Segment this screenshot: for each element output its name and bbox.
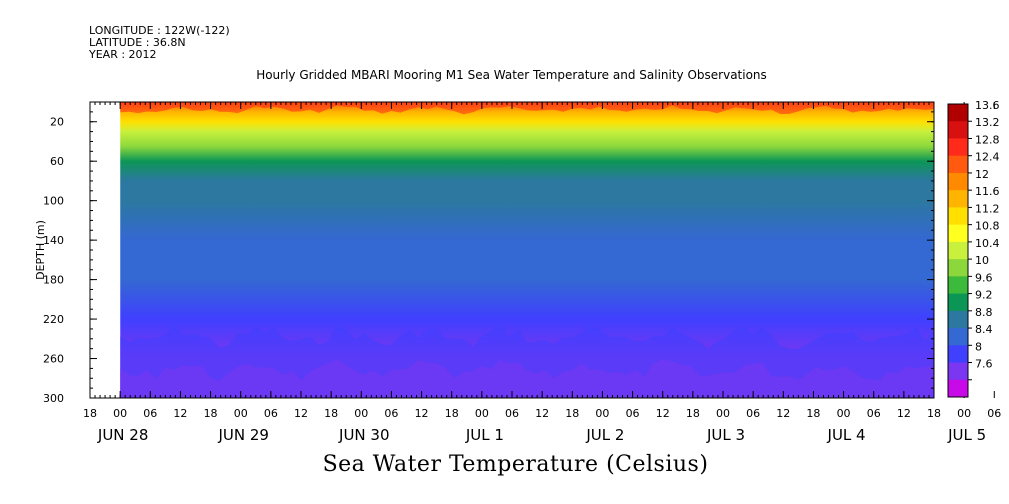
colorbar-label: 12.8 [975, 133, 1000, 146]
x-tick-label: 12 [656, 407, 670, 420]
x-tick-label: 00 [595, 407, 609, 420]
latitude-label: LATITUDE : 36.8N [89, 36, 186, 49]
x-tick-label: 06 [143, 407, 157, 420]
colorbar-label: 10.8 [975, 220, 1000, 233]
x-tick-label: 00 [113, 407, 127, 420]
y-axis-title: DEPTH (m) [34, 220, 47, 280]
colorbar-frame [947, 103, 969, 398]
x-tick-label: 06 [626, 407, 640, 420]
x-tick-label: 06 [746, 407, 760, 420]
x-day-label: JUN 29 [217, 426, 268, 444]
x-tick-label: 18 [806, 407, 820, 420]
colorbar-swatch [948, 345, 968, 364]
x-tick-label: 06 [987, 407, 1001, 420]
y-tick-label: 140 [43, 234, 64, 247]
x-day-label: JUN 28 [97, 426, 148, 444]
longitude-label: LONGITUDE : 122W(-122) [89, 24, 230, 37]
x-tick-label: 18 [927, 407, 941, 420]
colorbar-swatch [948, 172, 968, 191]
chart-title: Hourly Gridded MBARI Mooring M1 Sea Wate… [256, 68, 767, 82]
colorbar-label: 10.4 [975, 237, 1000, 250]
y-tick-label: 100 [43, 195, 64, 208]
x-tick-label: 12 [415, 407, 429, 420]
colorbar-swatch [948, 207, 968, 226]
colorbar-swatch [948, 224, 968, 243]
colorbar-swatch [948, 155, 968, 174]
colorbar-swatch [948, 328, 968, 346]
x-day-label: JUL 2 [585, 426, 624, 444]
colorbar-swatch [948, 379, 968, 398]
colorbar-label: 9.2 [975, 289, 993, 302]
colorbar-label: 10 [975, 254, 989, 267]
colorbar-label: 12 [975, 168, 989, 181]
x-tick-label: 00 [716, 407, 730, 420]
colorbar-swatch [948, 310, 968, 329]
y-tick-label: 60 [50, 155, 64, 168]
colorbar-label: 11.6 [975, 185, 1000, 198]
x-day-label: JUL 4 [827, 426, 866, 444]
contour-surface-red [120, 102, 934, 115]
colorbar-label: 8.8 [975, 306, 993, 319]
x-tick-label: 06 [867, 407, 881, 420]
colorbar-swatch [948, 293, 968, 312]
colorbar-label: 13.6 [975, 99, 1000, 112]
x-day-label: JUL 1 [465, 426, 504, 444]
x-tick-label: 18 [686, 407, 700, 420]
x-tick-label: 00 [354, 407, 368, 420]
x-tick-label: 18 [324, 407, 338, 420]
heatmap-field [120, 102, 934, 398]
x-tick-label: 00 [234, 407, 248, 420]
x-tick-label: 18 [204, 407, 218, 420]
x-tick-label: 06 [264, 407, 278, 420]
colorbar-swatch [948, 190, 968, 208]
x-tick-label: 12 [173, 407, 187, 420]
colorbar-label: 7.6 [975, 358, 993, 371]
x-day-label: JUL 3 [706, 426, 745, 444]
colorbar-label: 8.4 [975, 323, 993, 336]
x-tick-label: 12 [535, 407, 549, 420]
colorbar-label: 13.2 [975, 116, 1000, 129]
x-tick-label: 18 [445, 407, 459, 420]
y-tick-label: 180 [43, 274, 64, 287]
y-tick-label: 300 [43, 392, 64, 405]
x-tick-label: 18 [565, 407, 579, 420]
x-axis-title: Sea Water Temperature (Celsius) [322, 452, 709, 477]
colorbar-swatch [948, 259, 968, 277]
colorbar-swatch [948, 362, 968, 381]
temperature-heatmap: 20 60 100 140 180 220 260 300 DEPTH (m) 18 00 06 12 1… [34, 99, 1001, 444]
x-tick-label: 00 [837, 407, 851, 420]
x-day-label: JUL 5 [947, 426, 986, 444]
colorbar-swatch [948, 104, 968, 122]
y-tick-label: 220 [43, 313, 64, 326]
x-tick-label: 12 [294, 407, 308, 420]
x-tick-label: 06 [505, 407, 519, 420]
colorbar-swatch [948, 241, 968, 260]
colorbar-label: 8 [975, 340, 982, 353]
colorbar-label: 12.4 [975, 151, 1000, 164]
x-day-label: JUN 30 [338, 426, 389, 444]
y-tick-label: 260 [43, 353, 64, 366]
x-tick-label: 12 [897, 407, 911, 420]
colorbar-label: 9.6 [975, 271, 993, 284]
y-tick-label: 20 [50, 116, 64, 129]
x-tick-label: 06 [384, 407, 398, 420]
year-label: YEAR : 2012 [89, 48, 157, 61]
colorbar-label: 11.2 [975, 202, 1000, 215]
contour-bottom-magenta [120, 359, 934, 398]
colorbar-swatch [948, 276, 968, 295]
x-tick-label: 12 [776, 407, 790, 420]
x-tick-label: 18 [83, 407, 97, 420]
x-tick-label: 00 [475, 407, 489, 420]
x-tick-label: 00 [957, 407, 971, 420]
colorbar-swatch [948, 121, 968, 139]
colorbar-swatch [948, 138, 968, 157]
